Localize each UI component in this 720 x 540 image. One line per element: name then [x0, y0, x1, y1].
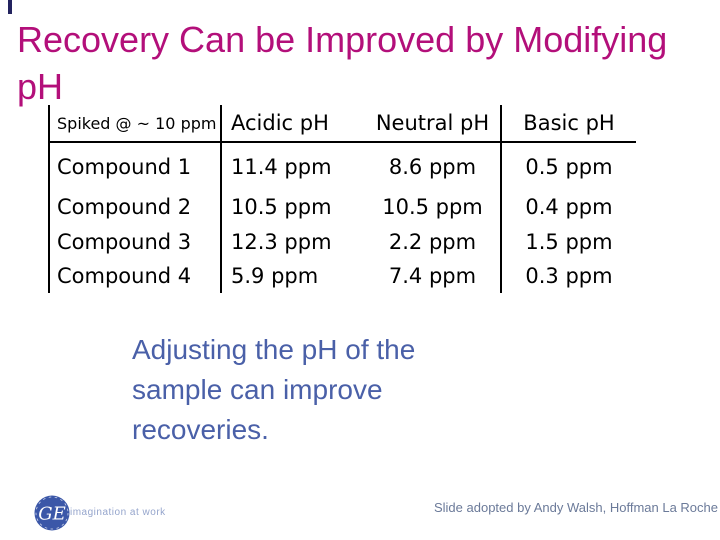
table-cell-neutral: 7.4 ppm: [365, 259, 502, 293]
table-cell-neutral: 10.5 ppm: [365, 190, 502, 224]
table-cell-basic: 0.3 ppm: [525, 264, 613, 288]
table-cell-acidic: 11.4 ppm: [231, 154, 332, 179]
table-row-compound-name: Compound 2: [50, 190, 222, 224]
table-row-compound-name: Compound 3: [50, 224, 222, 259]
ge-logo-icon: GE: [34, 495, 70, 531]
table-cell-basic: 1.5 ppm: [525, 229, 613, 254]
table-header-acidic: Acidic pH: [222, 105, 365, 143]
table-row-compound-name: Compound 4: [50, 259, 222, 293]
table-cell-basic: 0.5 ppm: [525, 154, 613, 179]
page-title: Recovery Can be Improved by Modifying pH: [17, 16, 707, 110]
table-header-basic: Basic pH: [502, 105, 636, 143]
body-caption: Adjusting the pH of the sample can impro…: [132, 334, 416, 445]
table-cell-neutral: 8.6 ppm: [365, 143, 502, 190]
ge-monogram-text: GE: [38, 504, 66, 525]
table-cell-acidic: 5.9 ppm: [231, 264, 319, 288]
page-title-line1: Recovery Can be Improved by Modifying: [17, 19, 668, 60]
table-cell-basic: 0.4 ppm: [525, 195, 613, 219]
credit-text: Slide adopted by Andy Walsh, Hoffman La …: [433, 500, 718, 515]
table-row-compound-name: Compound 1: [50, 143, 222, 190]
table-header-spiked: Spiked @ ~ 10 ppm: [50, 105, 222, 143]
page-title-line2: pH: [17, 66, 64, 107]
table-cell-neutral: 2.2 ppm: [365, 224, 502, 259]
logo-tagline: imagination at work: [70, 507, 166, 518]
recovery-results-table: Spiked @ ~ 10 ppm Acidic pH Neutral pH B…: [48, 105, 636, 293]
table-cell-acidic: 10.5 ppm: [231, 195, 332, 219]
slide-corner-mark: [8, 0, 12, 14]
table-cell-acidic: 12.3 ppm: [231, 229, 332, 254]
table-header-neutral: Neutral pH: [365, 105, 502, 143]
